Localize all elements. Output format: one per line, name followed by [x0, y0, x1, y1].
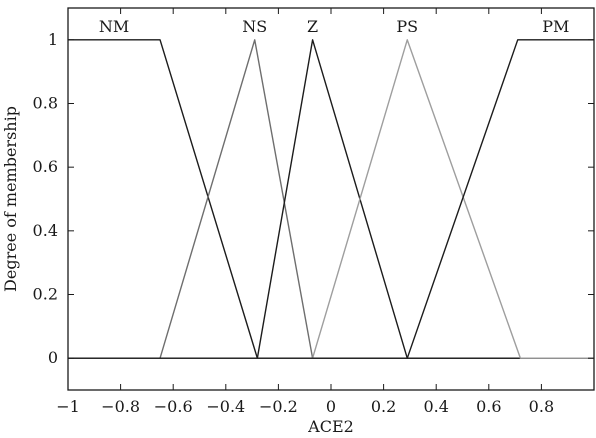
series-line-nm — [68, 39, 594, 359]
series-layer — [68, 39, 594, 359]
y-tick-label-4: 0.8 — [33, 94, 58, 113]
mf-label-nm: NM — [99, 17, 129, 36]
mf-label-ns: NS — [242, 17, 267, 36]
series-line-pm — [68, 39, 594, 359]
mf-label-pm: PM — [542, 17, 569, 36]
y-tick-label-0: 0 — [48, 348, 58, 367]
x-tick-label-9: 0.8 — [529, 397, 554, 416]
mf-labels-layer: NM NS Z PS PM — [99, 17, 570, 36]
x-tick-label-6: 0.2 — [371, 397, 396, 416]
x-tick-label-3: −0.4 — [206, 397, 245, 416]
x-tick-label-5: 0 — [326, 397, 336, 416]
x-axis-label: ACE2 — [307, 417, 354, 436]
y-tick-label-5: 1 — [48, 30, 58, 49]
plot-frame — [67, 7, 595, 391]
x-tick-label-8: 0.6 — [476, 397, 501, 416]
x-tick-label-0: −1 — [56, 397, 80, 416]
x-tick-label-1: −0.8 — [101, 397, 140, 416]
y-tick-label-1: 0.2 — [33, 285, 58, 304]
mf-label-z: Z — [307, 17, 318, 36]
y-axis-label: Degree of membership — [1, 106, 20, 292]
y-tick-label-3: 0.6 — [33, 157, 58, 176]
series-line-ps — [68, 39, 594, 359]
x-tick-label-4: −0.2 — [259, 397, 298, 416]
ticks-layer: −1 −0.8 −0.6 −0.4 −0.2 0 0.2 0.4 0.6 0.8 0 0.2 0.4 0.… — [33, 8, 594, 416]
mf-label-ps: PS — [396, 17, 418, 36]
series-line-z — [68, 39, 594, 359]
x-tick-label-2: −0.6 — [154, 397, 193, 416]
y-tick-label-2: 0.4 — [33, 221, 58, 240]
series-line-ns — [68, 39, 594, 359]
x-tick-label-7: 0.4 — [423, 397, 448, 416]
